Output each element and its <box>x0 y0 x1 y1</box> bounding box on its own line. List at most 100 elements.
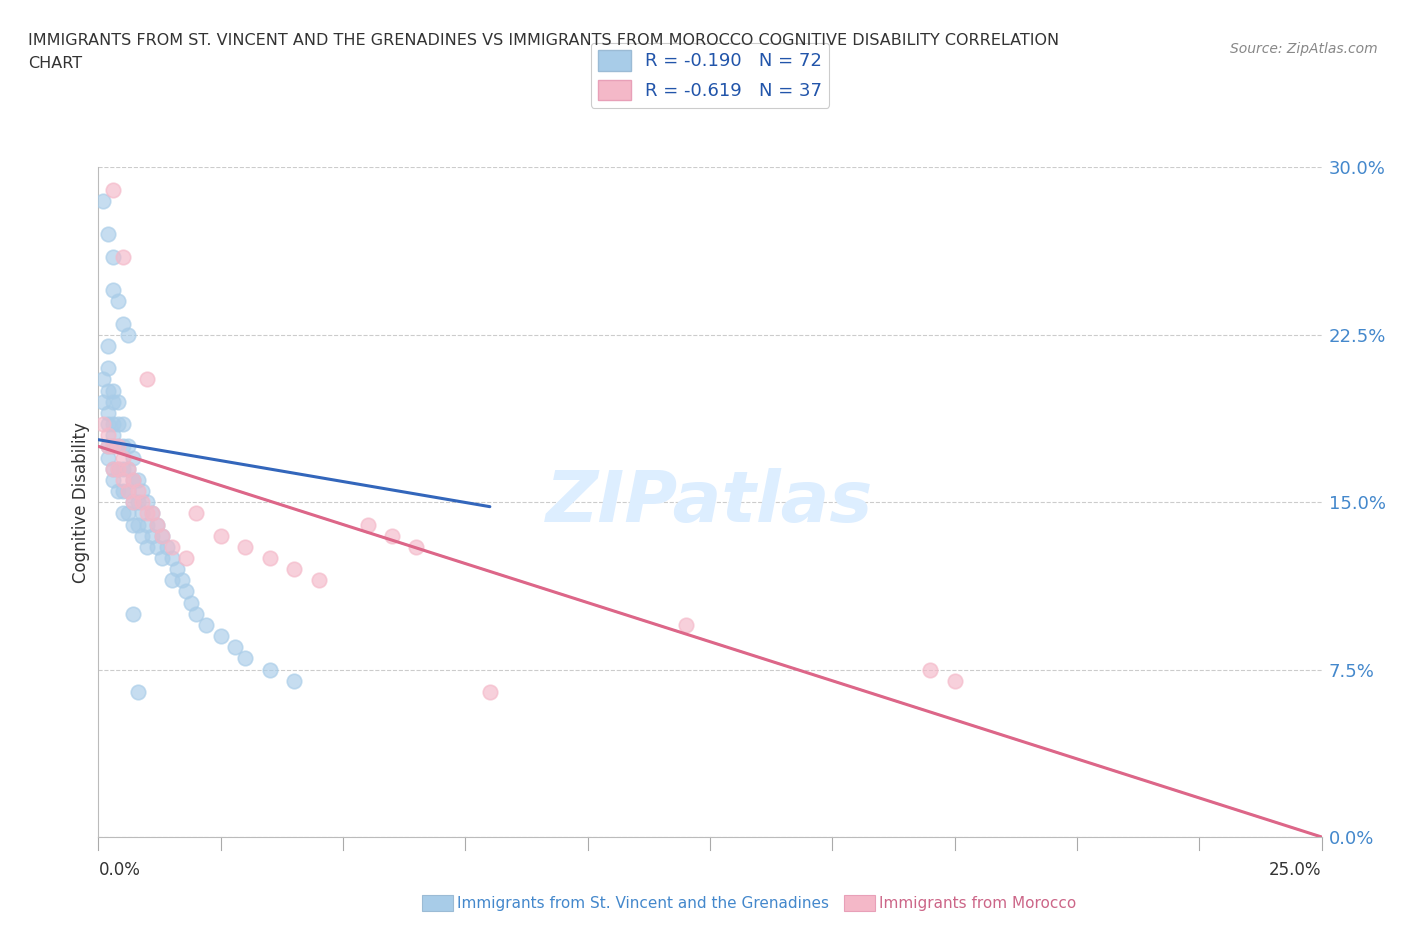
Point <box>121 472 143 487</box>
Point <box>111 450 134 465</box>
Point <box>121 495 143 510</box>
Point <box>111 484 134 498</box>
Point <box>478 684 501 699</box>
Point <box>943 673 966 688</box>
Point <box>920 662 942 677</box>
Point <box>308 573 330 588</box>
Point <box>91 372 114 387</box>
Point <box>156 539 179 554</box>
Point <box>101 461 124 476</box>
Point <box>150 551 173 565</box>
Point <box>166 562 188 577</box>
Point <box>91 193 114 208</box>
Point <box>259 551 281 565</box>
Point <box>127 684 149 699</box>
Point <box>209 629 232 644</box>
Point <box>107 394 129 409</box>
Point <box>283 562 305 577</box>
Text: Source: ZipAtlas.com: Source: ZipAtlas.com <box>1230 42 1378 56</box>
Point <box>259 662 281 677</box>
Point <box>186 606 208 621</box>
Point <box>675 618 697 632</box>
Point <box>160 551 183 565</box>
Text: ZIPatlas: ZIPatlas <box>547 468 873 537</box>
Point <box>146 539 169 554</box>
Point <box>131 484 153 498</box>
Point <box>107 461 129 476</box>
Point <box>121 472 143 487</box>
Point <box>101 394 124 409</box>
Point <box>111 249 134 264</box>
Point <box>107 294 129 309</box>
Point <box>127 517 149 532</box>
Point <box>97 361 120 376</box>
Point <box>150 528 173 543</box>
Point <box>97 417 120 432</box>
Point <box>101 249 124 264</box>
Point <box>101 428 124 443</box>
Point <box>117 461 139 476</box>
Point <box>101 472 124 487</box>
Text: CHART: CHART <box>28 56 82 71</box>
Point <box>146 517 169 532</box>
Point <box>131 528 153 543</box>
Point <box>131 495 153 510</box>
Point <box>381 528 404 543</box>
Point <box>131 506 153 521</box>
Point <box>160 573 183 588</box>
Text: Immigrants from St. Vincent and the Grenadines: Immigrants from St. Vincent and the Gren… <box>457 896 830 910</box>
Point <box>117 484 139 498</box>
Text: Immigrants from Morocco: Immigrants from Morocco <box>879 896 1076 910</box>
Point <box>107 417 129 432</box>
Point <box>111 417 134 432</box>
Point <box>170 573 193 588</box>
Point <box>111 316 134 331</box>
Point <box>136 372 159 387</box>
Point <box>107 484 129 498</box>
Point <box>101 182 124 197</box>
Point <box>111 472 134 487</box>
Point <box>97 383 120 398</box>
Point <box>127 495 149 510</box>
Point <box>405 539 427 554</box>
Point <box>97 405 120 420</box>
Point <box>160 539 183 554</box>
Point <box>141 506 163 521</box>
Point <box>101 283 124 298</box>
Point <box>233 539 256 554</box>
Point <box>101 417 124 432</box>
Point <box>101 461 124 476</box>
Point <box>91 417 114 432</box>
Point <box>97 439 120 454</box>
Legend: R = -0.190   N = 72, R = -0.619   N = 37: R = -0.190 N = 72, R = -0.619 N = 37 <box>591 43 830 108</box>
Point <box>121 517 143 532</box>
Point <box>150 528 173 543</box>
Point <box>117 439 139 454</box>
Point <box>117 461 139 476</box>
Point <box>117 327 139 342</box>
Point <box>101 439 124 454</box>
Point <box>136 506 159 521</box>
Point <box>107 439 129 454</box>
Point <box>121 606 143 621</box>
Point <box>111 439 134 454</box>
Text: IMMIGRANTS FROM ST. VINCENT AND THE GRENADINES VS IMMIGRANTS FROM MOROCCO COGNIT: IMMIGRANTS FROM ST. VINCENT AND THE GREN… <box>28 33 1059 47</box>
Point <box>117 484 139 498</box>
Point <box>101 439 124 454</box>
Text: 25.0%: 25.0% <box>1270 860 1322 879</box>
Point <box>180 595 202 610</box>
Point <box>91 394 114 409</box>
Y-axis label: Cognitive Disability: Cognitive Disability <box>72 422 90 582</box>
Point <box>97 227 120 242</box>
Point <box>127 472 149 487</box>
Point <box>111 506 134 521</box>
Point <box>107 439 129 454</box>
Point <box>186 506 208 521</box>
Point <box>176 551 198 565</box>
Point <box>97 339 120 353</box>
Point <box>283 673 305 688</box>
Text: 0.0%: 0.0% <box>98 860 141 879</box>
Point <box>117 506 139 521</box>
Point <box>176 584 198 599</box>
Point <box>101 383 124 398</box>
